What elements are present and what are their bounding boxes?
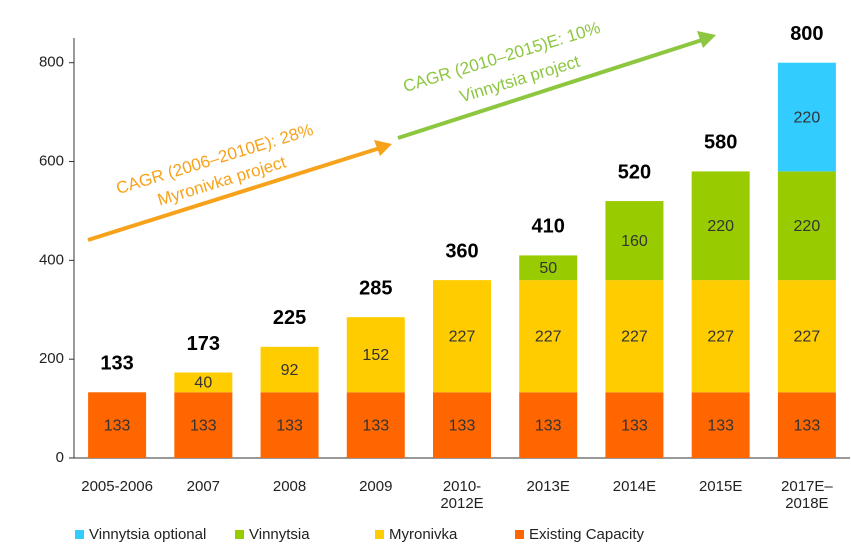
total-label: 173 — [187, 333, 220, 355]
cagr-arrow-1 — [87, 146, 381, 242]
bar-segment — [519, 280, 578, 393]
total-label: 520 — [618, 161, 651, 183]
segment-label: 133 — [190, 417, 217, 434]
segment-label: 227 — [621, 328, 648, 345]
legend-swatch — [515, 530, 524, 539]
cagr-arrowhead-1 — [374, 140, 392, 156]
cagr-arrowhead-2 — [697, 31, 716, 48]
x-tick-label: 2010- 2012E — [440, 478, 484, 512]
x-tick-label: 2007 — [186, 478, 221, 495]
bar-segment — [691, 171, 750, 281]
x-tick-label: 2015E — [698, 478, 743, 495]
y-tick-label: 200 — [39, 350, 64, 367]
segment-label: 220 — [707, 218, 734, 235]
legend-swatch — [235, 530, 244, 539]
legend-label: Existing Capacity — [529, 526, 645, 543]
cagr-arrow-2 — [397, 38, 703, 140]
segment-label: 133 — [707, 417, 734, 434]
bar-segment — [605, 392, 664, 458]
segment-label: 92 — [281, 362, 299, 379]
bar-segment — [346, 392, 405, 458]
legend-swatch — [375, 530, 384, 539]
segment-label: 227 — [794, 328, 821, 345]
x-tick-label: 2013E — [526, 478, 570, 495]
segment-label: 152 — [362, 347, 389, 364]
total-label: 800 — [790, 23, 823, 45]
x-tick-label: 2005-2006 — [81, 478, 153, 495]
segment-label: 40 — [194, 375, 212, 392]
bar-segment — [346, 317, 405, 393]
segment-label: 50 — [539, 260, 557, 277]
total-label: 285 — [359, 277, 392, 299]
bar-segment — [777, 280, 836, 393]
x-tick-label: 2014E — [612, 478, 657, 495]
total-label: 580 — [704, 132, 737, 154]
bar-segment — [88, 392, 147, 458]
bar-segment — [433, 280, 491, 393]
legend-label: Myronivka — [389, 526, 458, 543]
bar-segment — [433, 392, 491, 458]
segment-label: 220 — [794, 218, 821, 235]
bar-segment — [519, 255, 578, 281]
x-tick-label: 2009 — [359, 478, 393, 495]
bar-segment — [777, 171, 836, 281]
segment-label: 160 — [621, 233, 648, 250]
segment-label: 220 — [794, 109, 821, 126]
x-tick-label: 2008 — [272, 478, 307, 495]
bar-segment — [691, 280, 750, 393]
segment-label: 227 — [535, 328, 562, 345]
bar-segment — [260, 346, 319, 393]
segment-label: 227 — [449, 328, 476, 345]
segment-label: 133 — [794, 417, 821, 434]
segment-label: 133 — [449, 417, 476, 434]
bar-segment — [174, 372, 233, 393]
segment-label: 133 — [621, 417, 648, 434]
legend-label: Vinnytsia optional — [89, 526, 206, 543]
bar-segment — [691, 392, 750, 458]
segment-label: 227 — [707, 328, 734, 345]
bar-segment — [174, 392, 233, 458]
x-tick-label: 2017E– 2018E — [781, 478, 833, 512]
y-tick-label: 800 — [39, 54, 64, 71]
segment-label: 133 — [535, 417, 562, 434]
bar-segment — [260, 392, 319, 458]
bar-segment — [605, 280, 664, 393]
bar-segment — [605, 201, 664, 281]
bar-segment — [777, 62, 836, 172]
total-label: 410 — [532, 216, 565, 238]
legend-swatch — [75, 530, 84, 539]
total-label: 360 — [445, 240, 478, 262]
segment-label: 133 — [104, 417, 131, 434]
y-tick-label: 600 — [39, 152, 64, 169]
total-label: 133 — [100, 353, 133, 375]
segment-label: 133 — [362, 417, 389, 434]
legend-label: Vinnytsia — [249, 526, 310, 543]
y-tick-label: 0 — [56, 449, 64, 466]
segment-label: 133 — [276, 417, 303, 434]
y-tick-label: 400 — [39, 251, 64, 268]
bar-segment — [519, 392, 578, 458]
bar-segment — [777, 392, 836, 458]
total-label: 225 — [273, 307, 306, 329]
